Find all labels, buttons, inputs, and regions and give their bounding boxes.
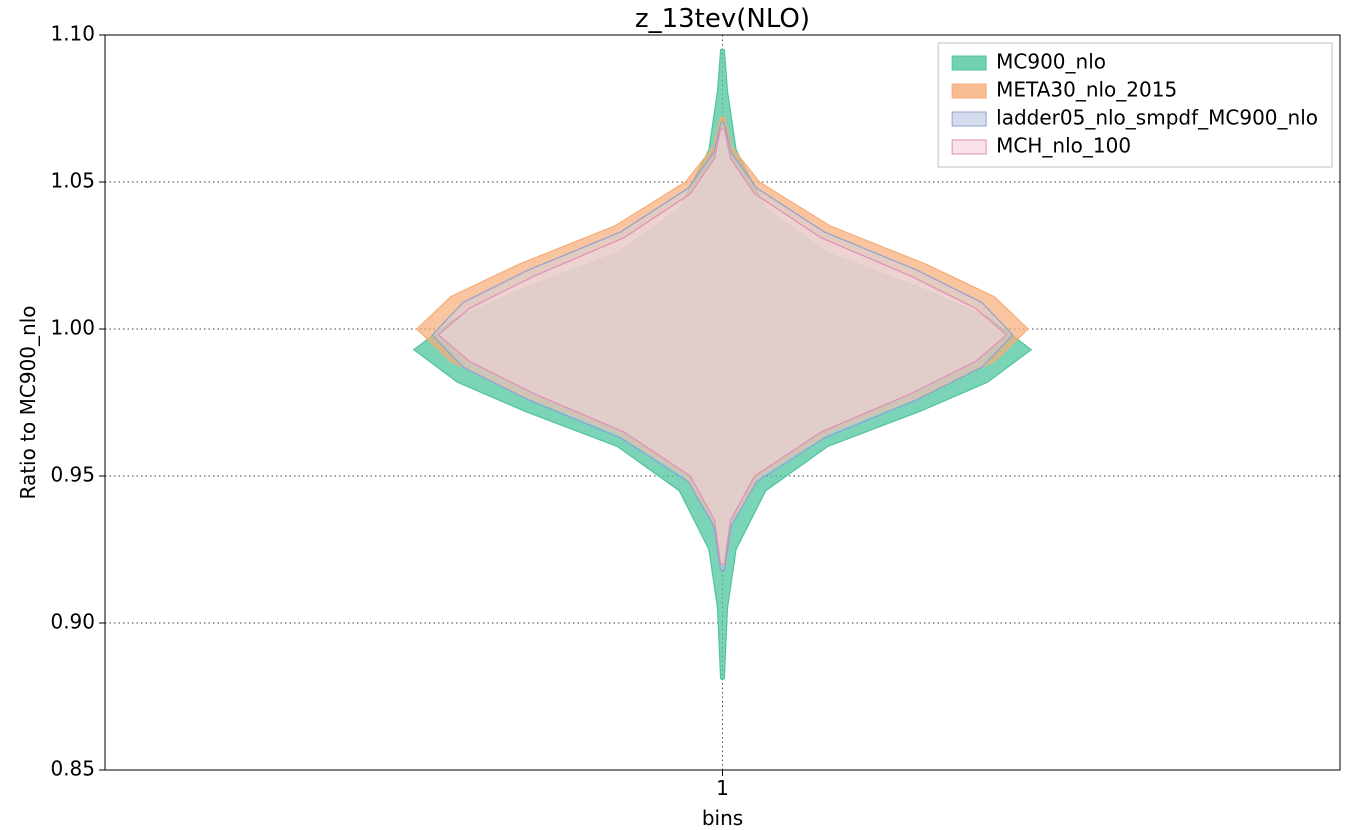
- svg-text:0.90: 0.90: [50, 610, 95, 634]
- legend-swatch: [952, 140, 986, 154]
- svg-text:0.95: 0.95: [50, 463, 95, 487]
- x-axis-label: bins: [702, 806, 743, 830]
- legend: MC900_nlo META30_nlo_2015 ladder05_nlo_smp…: [938, 43, 1332, 167]
- chart-title: z_13tev(NLO): [635, 4, 810, 34]
- svg-text:1.10: 1.10: [50, 22, 95, 46]
- violin-chart: 0.85 0.90 0.95 1.00 1.05 1.10 1 bins Ratio to MC…: [0, 0, 1353, 830]
- svg-text:1: 1: [716, 776, 729, 800]
- chart-svg: 0.85 0.90 0.95 1.00 1.05 1.10 1 bins Ratio to MC…: [0, 0, 1353, 830]
- legend-label: MCH_nlo_100: [996, 134, 1131, 158]
- svg-text:1.00: 1.00: [50, 316, 95, 340]
- svg-text:0.85: 0.85: [50, 757, 95, 781]
- legend-label: META30_nlo_2015: [996, 78, 1177, 102]
- legend-label: MC900_nlo: [996, 50, 1106, 74]
- svg-text:1.05: 1.05: [50, 169, 95, 193]
- legend-swatch: [952, 84, 986, 98]
- legend-swatch: [952, 56, 986, 70]
- legend-swatch: [952, 112, 986, 126]
- legend-label: ladder05_nlo_smpdf_MC900_nlo: [996, 106, 1318, 130]
- y-axis-label: Ratio to MC900_nlo: [16, 305, 40, 499]
